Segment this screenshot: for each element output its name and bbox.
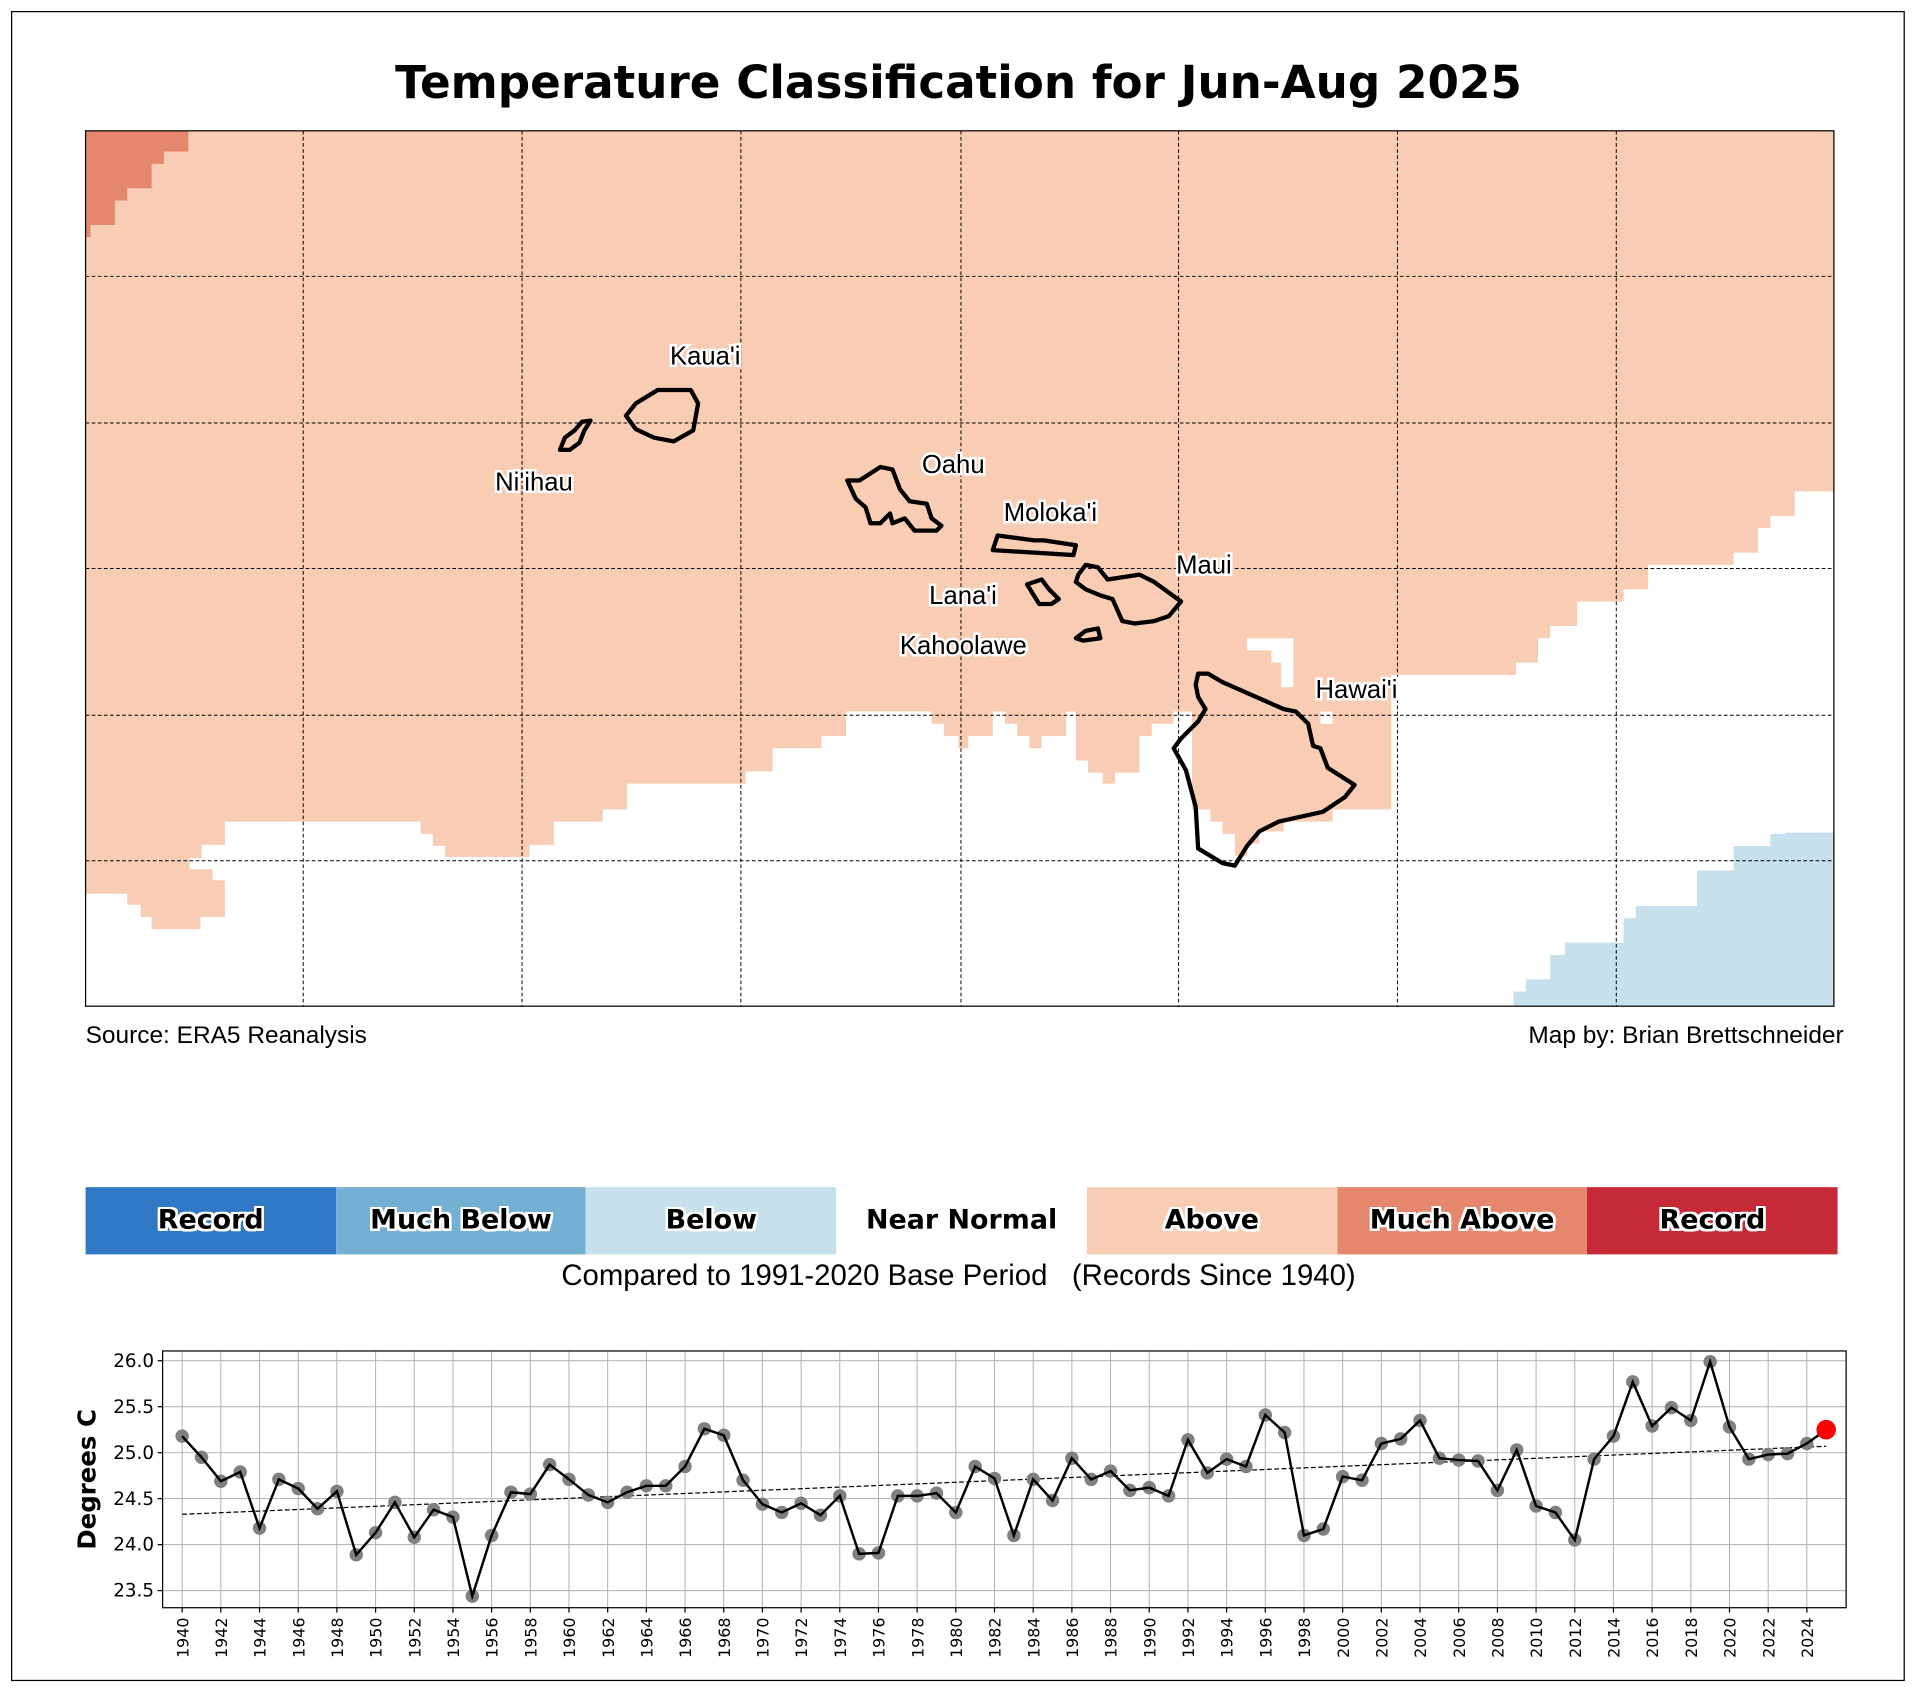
y-tick-label: 23.5: [113, 1581, 154, 1602]
x-tick-label: 1998: [1295, 1617, 1314, 1657]
x-tick-label: 1944: [251, 1617, 270, 1657]
x-tick-label: 1984: [1024, 1617, 1043, 1657]
island-hawaii-outline: [1171, 671, 1357, 868]
island-lanai-outline: [1024, 577, 1061, 607]
y-axis-label: Degrees C: [72, 1409, 101, 1550]
island-niihau-outline: [557, 418, 593, 453]
island-label-oahu: Oahu: [922, 451, 985, 479]
x-tick-label: 2008: [1489, 1617, 1508, 1657]
island-label-lanai: Lana'i: [929, 582, 997, 610]
x-tick-label: 2014: [1605, 1617, 1624, 1657]
x-tick-label: 2002: [1372, 1617, 1391, 1657]
x-tick-label: 1950: [367, 1617, 386, 1657]
x-tick-label: 2018: [1682, 1617, 1701, 1657]
x-tick-label: 2006: [1450, 1617, 1469, 1657]
x-tick-label: 1978: [908, 1617, 927, 1657]
island-label-molokai: Moloka'i: [1004, 499, 1097, 527]
legend-item: Above: [1086, 1187, 1338, 1255]
x-tick-label: 1962: [599, 1617, 618, 1657]
map-border: [84, 130, 1835, 1007]
island-maui-outline: [1073, 562, 1184, 626]
x-tick-label: 1964: [637, 1617, 656, 1657]
y-tick-label: 25.0: [113, 1443, 154, 1464]
legend-item: Much Above: [1337, 1187, 1588, 1255]
y-tick-label: 24.5: [113, 1489, 154, 1510]
x-tick-label: 1988: [1102, 1617, 1121, 1657]
x-tick-label: 1954: [444, 1617, 463, 1657]
figure-frame: [11, 11, 1905, 1682]
island-label-kahoolawe: Kahoolawe: [900, 632, 1027, 660]
x-tick-label: 2024: [1798, 1617, 1817, 1657]
map-much-above-region: [85, 130, 189, 238]
x-tick-label: 1974: [831, 1617, 850, 1657]
x-tick-label: 1982: [986, 1617, 1005, 1657]
x-tick-label: 1994: [1218, 1617, 1237, 1657]
classification-legend: Record Much Below Below Near Normal Above Muc…: [85, 1187, 1838, 1255]
map-below-region: [1513, 832, 1834, 1007]
legend-caption: Compared to 1991-2020 Base Period (Recor…: [561, 1259, 1356, 1293]
x-tick-label: 2004: [1411, 1617, 1430, 1657]
x-tick-label: 1980: [947, 1617, 966, 1657]
island-kauai-outline: [623, 387, 701, 444]
map-near-normal-region: [85, 491, 1834, 1007]
x-tick-label: 1952: [405, 1617, 424, 1657]
chart-axes-border: [161, 1350, 1847, 1609]
island-oahu-outline: [845, 464, 944, 533]
island-label-kauai: Kaua'i: [670, 342, 741, 370]
map-gridlines: [85, 130, 1834, 1007]
temperature-timeseries-chart: 23.5 24.0 24.5 25.0 25.5 26.0 1940 1942 1944 1946…: [72, 1350, 1847, 1658]
x-tick-label: 1976: [870, 1617, 889, 1657]
x-tick-label: 1948: [328, 1617, 347, 1657]
island-label-maui: Maui: [1176, 551, 1232, 579]
legend-item: Record: [85, 1187, 336, 1255]
credit-text: Map by: Brian Brettschneider: [1528, 1022, 1844, 1049]
current-year-point: [1816, 1419, 1836, 1440]
x-tick-label: 2000: [1334, 1617, 1353, 1657]
x-tick-label: 1996: [1256, 1617, 1275, 1657]
legend-item: Near Normal: [836, 1187, 1087, 1255]
y-tick-label: 24.0: [113, 1535, 154, 1556]
x-tick-label: 1972: [792, 1617, 811, 1657]
y-tick-label: 25.5: [113, 1397, 154, 1418]
x-tick-label: 2022: [1759, 1617, 1778, 1657]
x-tick-label: 1960: [560, 1617, 579, 1657]
x-tick-label: 1956: [483, 1617, 502, 1657]
temperature-series-line: [181, 1357, 1827, 1601]
island-label-niihau: Ni'ihau: [495, 468, 573, 496]
island-label-hawaii: Hawai'i: [1316, 676, 1398, 704]
x-tick-label: 1968: [715, 1617, 734, 1657]
x-tick-label: 2012: [1566, 1617, 1585, 1657]
island-kahoolawe-outline: [1073, 626, 1103, 643]
y-tick-label: 26.0: [113, 1351, 154, 1372]
source-text: Source: ERA5 Reanalysis: [85, 1022, 367, 1049]
x-tick-label: 1986: [1063, 1617, 1082, 1657]
x-tick-label: 2010: [1527, 1617, 1546, 1657]
x-tick-label: 1942: [212, 1617, 231, 1657]
legend-item: Record: [1587, 1187, 1838, 1255]
x-tick-label: 1966: [676, 1617, 695, 1657]
trend-line: [182, 1445, 1827, 1515]
page-title: Temperature Classification for Jun-Aug 2…: [395, 56, 1522, 109]
x-tick-label: 2016: [1643, 1617, 1662, 1657]
chart-plot-area: [162, 1350, 1847, 1608]
x-tick-label: 1940: [173, 1617, 192, 1657]
legend-item: Much Below: [335, 1187, 587, 1255]
map: Kaua'i Ni'ihau Oahu Moloka'i Maui Lana'i…: [84, 130, 1835, 1007]
map-near-normal-patch: [1320, 711, 1333, 724]
island-molokai-outline: [990, 533, 1079, 558]
x-tick-label: 2020: [1721, 1617, 1740, 1657]
x-tick-label: 1970: [754, 1617, 773, 1657]
legend-item: Below: [586, 1187, 837, 1255]
x-tick-label: 1992: [1179, 1617, 1198, 1657]
x-tick-label: 1958: [521, 1617, 540, 1657]
x-tick-label: 1990: [1140, 1617, 1159, 1657]
x-tick-label: 1946: [289, 1617, 308, 1657]
